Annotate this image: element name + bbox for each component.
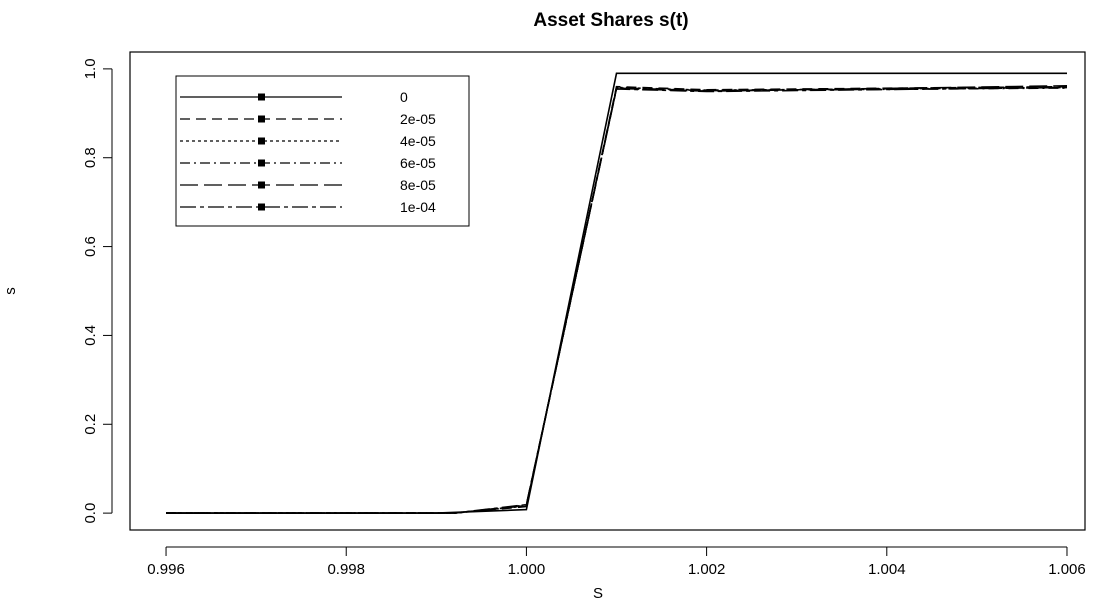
chart-title: Asset Shares s(t) — [533, 10, 688, 31]
y-tick-label: 1.0 — [82, 58, 99, 79]
legend-label-4: 8e-05 — [400, 177, 436, 193]
legend-marker-0 — [258, 93, 265, 101]
legend-marker-3 — [258, 159, 265, 167]
x-tick-label: 1.000 — [508, 561, 546, 578]
series-layer — [166, 72, 1068, 514]
x-tick-label: 0.998 — [327, 561, 365, 578]
y-tick-label: 0.2 — [82, 414, 99, 435]
x-axis: 0.996 0.998 1.000 1.002 1.004 1.006 — [147, 546, 1086, 578]
y-axis: 0.0 0.2 0.4 0.6 0.8 1.0 — [82, 58, 113, 524]
legend-label-0: 0 — [400, 89, 408, 105]
plot-frame — [129, 51, 1086, 531]
x-tick-label: 1.006 — [1048, 561, 1086, 578]
legend-marker-4 — [258, 181, 265, 189]
legend-label-2: 4e-05 — [400, 133, 436, 149]
y-axis-label: s — [2, 287, 19, 295]
y-tick-label: 0.0 — [82, 503, 99, 524]
legend-label-3: 6e-05 — [400, 155, 436, 171]
x-tick-label: 0.996 — [147, 561, 185, 578]
legend-label-5: 1e-04 — [400, 199, 436, 215]
x-axis-label: S — [593, 585, 603, 602]
legend-label-1: 2e-05 — [400, 111, 436, 127]
legend-marker-1 — [258, 115, 265, 123]
legend-box — [175, 75, 470, 227]
legend-marker-5 — [258, 203, 265, 211]
y-tick-label: 0.4 — [82, 325, 99, 346]
x-tick-label: 1.002 — [688, 561, 726, 578]
legend: 0 2e-05 4e-05 6e-05 8e-05 1e-04 — [175, 75, 470, 227]
legend-marker-2 — [258, 137, 265, 145]
x-tick-label: 1.004 — [868, 561, 906, 578]
y-tick-label: 0.8 — [82, 147, 99, 168]
series-line-5 — [166, 86, 1068, 514]
y-tick-label: 0.6 — [82, 236, 99, 257]
